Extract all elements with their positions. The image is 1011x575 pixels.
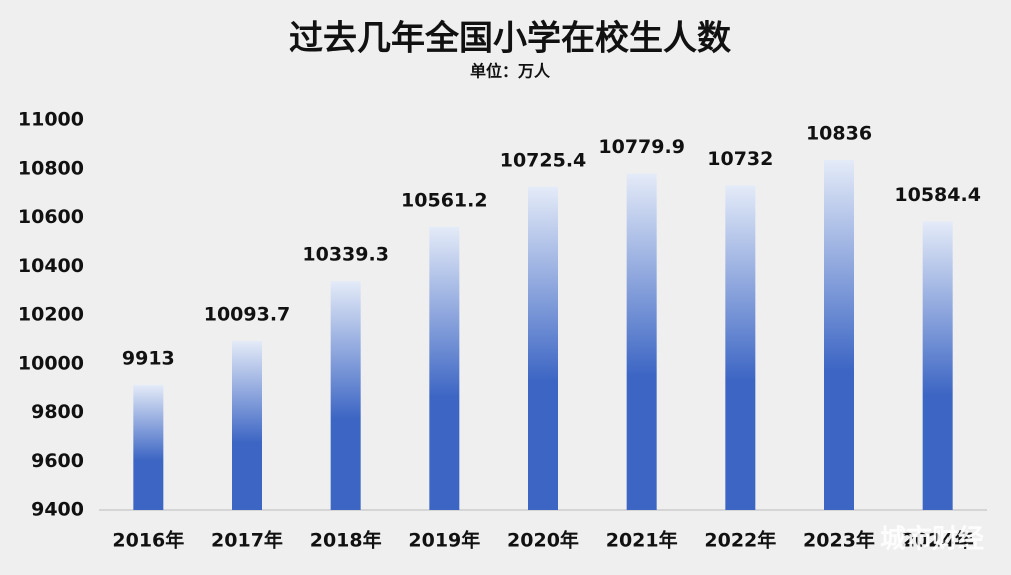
- y-tick-label: 10000: [18, 352, 84, 374]
- bar: [429, 226, 460, 510]
- bar: [133, 384, 164, 510]
- value-label: 10584.4: [894, 184, 981, 206]
- bar: [725, 185, 756, 510]
- bar: [528, 186, 558, 510]
- value-label: 9913: [122, 347, 175, 369]
- y-tick-label: 10200: [18, 304, 84, 326]
- x-tick-label: 2023年: [803, 529, 875, 552]
- y-tick-label: 10600: [18, 206, 84, 228]
- value-label: 10732: [707, 148, 773, 170]
- bar: [824, 159, 854, 510]
- y-tick-label: 11000: [18, 109, 84, 131]
- bar: [922, 221, 953, 511]
- x-tick-label: 2016年: [112, 529, 184, 552]
- watermark: 城市财经: [880, 524, 984, 555]
- y-tick-label: 9800: [31, 401, 84, 423]
- y-tick-label: 10800: [18, 157, 84, 179]
- y-tick-label: 10400: [18, 255, 84, 277]
- x-tick-label: 2017年: [211, 529, 283, 552]
- x-tick-label: 2019年: [408, 529, 480, 552]
- bar: [626, 173, 657, 511]
- x-tick-label: 2020年: [507, 529, 579, 552]
- value-label: 10093.7: [204, 303, 291, 325]
- y-tick-label: 9400: [31, 499, 84, 521]
- value-label: 10779.9: [598, 136, 685, 158]
- chart-subtitle: 单位：万人: [470, 62, 551, 81]
- x-tick-label: 2024年: [902, 529, 974, 552]
- x-tick-label: 2022年: [704, 529, 776, 552]
- x-tick-label: 2021年: [606, 529, 678, 552]
- y-tick-label: 9600: [31, 450, 84, 472]
- value-label: 10339.3: [302, 244, 389, 266]
- chart-title: 过去几年全国小学在校生人数: [289, 19, 731, 59]
- bar: [232, 340, 262, 510]
- x-tick-label: 2018年: [310, 529, 382, 552]
- value-label: 10561.2: [401, 189, 488, 211]
- bar: [330, 281, 361, 510]
- value-label: 10725.4: [500, 149, 587, 171]
- value-label: 10836: [806, 122, 872, 144]
